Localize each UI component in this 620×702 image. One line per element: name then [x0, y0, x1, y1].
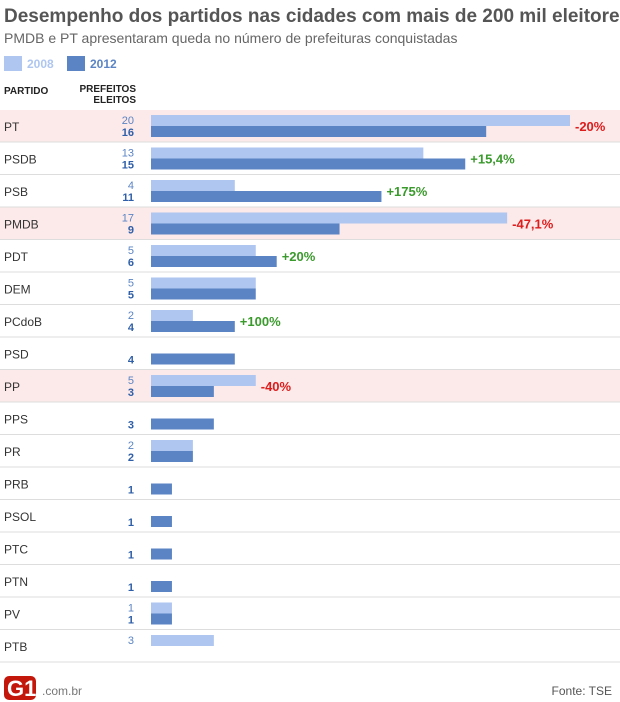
party-column-header: PARTIDO [4, 86, 49, 97]
value-2008-dem: 5 [128, 278, 134, 290]
value-2008-pmdb: 17 [122, 213, 134, 225]
bar-2012-pmdb [151, 223, 340, 235]
g1-logo: G1 .com.br [4, 676, 84, 700]
bar-2008-pmdb [151, 212, 508, 224]
party-label-psdb: PSDB [4, 153, 37, 167]
value-2012-ptc: 1 [128, 550, 134, 562]
source-note: Fonte: TSE [551, 684, 612, 698]
change-label-pt: -20% [575, 119, 606, 134]
value-2012-psol: 1 [128, 517, 134, 529]
bar-2012-prb [151, 483, 172, 495]
change-label-pp: -40% [261, 379, 292, 394]
row-highlight-pp [0, 370, 620, 403]
party-label-pmdb: PMDB [4, 218, 39, 232]
change-label-pmdb: -47,1% [512, 217, 554, 232]
bar-2012-psb [151, 191, 382, 202]
bar-2008-pv [151, 602, 172, 614]
party-label-ptn: PTN [4, 575, 28, 589]
party-label-pps: PPS [4, 413, 28, 427]
bar-2008-pt [151, 115, 570, 126]
party-label-pcdob: PCdoB [4, 315, 42, 329]
bar-2012-pp [151, 386, 214, 397]
party-label-pv: PV [4, 608, 20, 622]
bar-2008-pdt [151, 245, 256, 256]
value-2012-pmdb: 9 [128, 225, 134, 237]
chart-subtitle: PMDB e PT apresentaram queda no número d… [4, 30, 458, 46]
bar-2008-psb [151, 180, 235, 191]
party-label-ptc: PTC [4, 543, 28, 557]
bar-2012-pv [151, 613, 172, 625]
legend-swatch-2008 [4, 56, 22, 71]
bar-2012-ptc [151, 548, 172, 560]
value-2008-pcdob: 2 [128, 310, 134, 322]
value-2008-pt: 20 [122, 115, 134, 127]
g1-logo-mark: G1 [4, 676, 36, 700]
g1-domain: .com.br [42, 684, 83, 698]
value-2012-pps: 3 [128, 420, 134, 432]
value-2012-psb: 11 [122, 192, 134, 204]
legend-label-2012: 2012 [90, 57, 117, 71]
value-2012-pt: 16 [122, 127, 134, 139]
value-2012-dem: 5 [128, 290, 134, 302]
value-2008-pr: 2 [128, 440, 134, 452]
party-label-psol: PSOL [4, 510, 36, 524]
value-2012-pcdob: 4 [128, 322, 135, 334]
bar-2012-dem [151, 288, 256, 300]
legend-swatch-2012 [67, 56, 85, 71]
elected-column-header: PREFEITOS ELEITOS [79, 84, 137, 106]
value-2008-pdt: 5 [128, 245, 134, 257]
bar-2012-pt [151, 126, 487, 137]
party-label-dem: DEM [4, 283, 31, 297]
value-2008-psdb: 13 [122, 148, 134, 160]
party-label-psd: PSD [4, 348, 29, 362]
bar-2008-pcdob [151, 310, 193, 321]
bar-2008-ptb [151, 635, 214, 646]
bar-2012-psdb [151, 158, 466, 170]
bar-2012-psd [151, 353, 235, 365]
legend-label-2008: 2008 [27, 57, 54, 71]
bar-2008-psdb [151, 147, 424, 159]
party-label-pp: PP [4, 380, 20, 394]
chart-title: Desempenho dos partidos nas cidades com … [4, 6, 620, 27]
value-2012-psdb: 15 [122, 160, 134, 172]
party-label-prb: PRB [4, 478, 29, 492]
value-2012-pv: 1 [128, 615, 134, 627]
change-label-pcdob: +100% [240, 314, 281, 329]
bar-2012-pcdob [151, 321, 235, 332]
bar-2012-pr [151, 451, 193, 462]
party-label-pdt: PDT [4, 250, 29, 264]
value-2008-pv: 1 [128, 603, 134, 615]
bar-2008-dem [151, 277, 256, 289]
change-label-pdt: +20% [282, 249, 316, 264]
party-label-pr: PR [4, 445, 21, 459]
bar-2008-pp [151, 375, 256, 386]
g1-logo-text: G1 [7, 676, 36, 700]
value-2012-pdt: 6 [128, 257, 134, 269]
bar-2012-psol [151, 516, 172, 527]
party-label-pt: PT [4, 120, 20, 134]
value-2012-pp: 3 [128, 387, 134, 399]
value-2008-ptb: 3 [128, 635, 134, 647]
value-2012-psd: 4 [128, 355, 135, 367]
party-label-ptb: PTB [4, 640, 27, 654]
value-2012-ptn: 1 [128, 582, 134, 594]
value-2008-pp: 5 [128, 375, 134, 387]
value-2008-psb: 4 [128, 180, 134, 192]
value-2012-pr: 2 [128, 452, 134, 464]
bar-2008-pr [151, 440, 193, 451]
bar-2012-ptn [151, 581, 172, 592]
value-2012-prb: 1 [128, 485, 134, 497]
change-label-psb: +175% [386, 184, 427, 199]
party-label-psb: PSB [4, 185, 28, 199]
change-label-psdb: +15,4% [470, 152, 515, 167]
bar-2012-pdt [151, 256, 277, 267]
bar-2012-pps [151, 418, 214, 430]
